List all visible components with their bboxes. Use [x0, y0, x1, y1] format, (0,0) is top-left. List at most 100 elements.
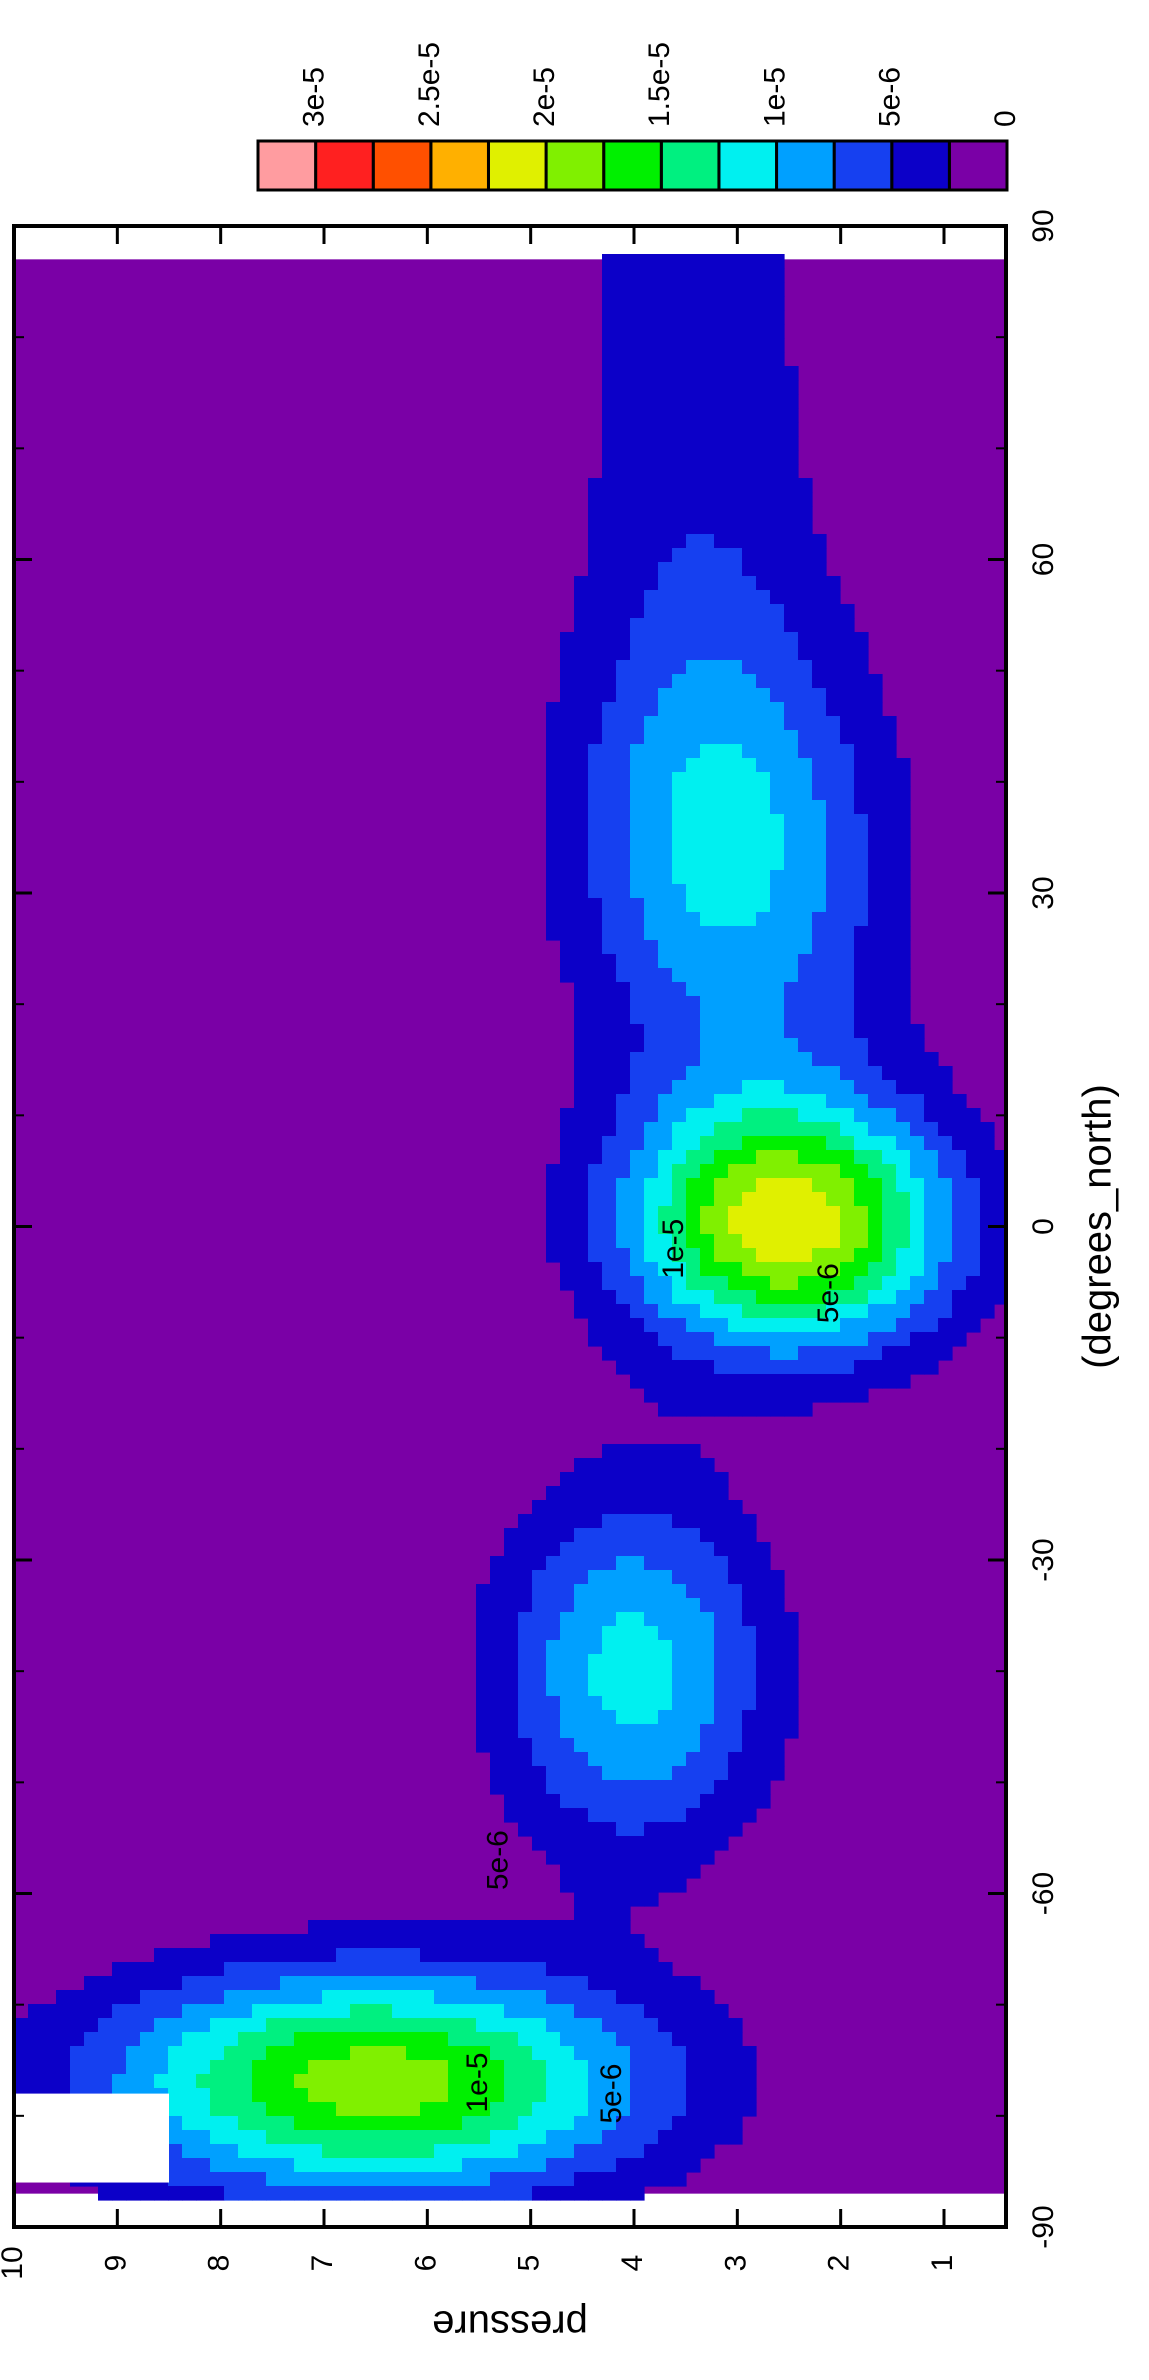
contour-cell — [644, 450, 659, 465]
contour-cell — [532, 1612, 547, 1627]
contour-cell — [602, 2074, 617, 2089]
contour-cell — [714, 282, 729, 297]
contour-cell — [770, 1150, 785, 1165]
contour-cell — [154, 2046, 169, 2061]
contour-cell — [168, 1976, 183, 1991]
contour-cell — [476, 2032, 491, 2047]
contour-cell — [308, 2060, 323, 2075]
contour-cell — [602, 730, 617, 745]
contour-cell — [602, 590, 617, 605]
contour-cell — [826, 590, 841, 605]
contour-cell — [378, 1934, 393, 1949]
contour-cell — [658, 1724, 673, 1739]
contour-cell — [938, 1080, 953, 1095]
contour-cell — [952, 1150, 967, 1165]
contour-cell — [700, 254, 715, 269]
contour-cell — [630, 1080, 645, 1095]
contour-cell — [672, 1472, 687, 1487]
contour-cell — [728, 534, 743, 549]
contour-cell — [602, 2088, 617, 2103]
contour-cell — [700, 898, 715, 913]
contour-cell — [560, 2186, 575, 2201]
contour-cell — [322, 2018, 337, 2033]
contour-cell — [924, 1136, 939, 1151]
contour-cell — [756, 1150, 771, 1165]
contour-cell — [700, 1472, 715, 1487]
contour-cell — [742, 1178, 757, 1193]
contour-cell — [658, 1192, 673, 1207]
contour-cell — [644, 1318, 659, 1333]
contour-cell — [644, 1766, 659, 1781]
contour-cell — [854, 814, 869, 829]
contour-cell — [714, 1514, 729, 1529]
contour-cell — [658, 898, 673, 913]
contour-cell — [756, 604, 771, 619]
contour-cell — [770, 1710, 785, 1725]
contour-cell — [266, 2018, 281, 2033]
contour-cell — [644, 1122, 659, 1137]
contour-cell — [658, 2102, 673, 2117]
contour-cell — [784, 758, 799, 773]
contour-cell — [658, 660, 673, 675]
contour-cell — [364, 2018, 379, 2033]
contour-cell — [728, 1556, 743, 1571]
contour-cell — [546, 1542, 561, 1557]
contour-cell — [532, 2032, 547, 2047]
contour-cell — [714, 380, 729, 395]
contour-cell — [798, 786, 813, 801]
contour-cell — [644, 968, 659, 983]
contour-cell — [462, 2186, 477, 2201]
contour-cell — [546, 1766, 561, 1781]
contour-cell — [868, 1080, 883, 1095]
contour-cell — [798, 898, 813, 913]
contour-cell — [770, 1570, 785, 1585]
contour-cell — [490, 2144, 505, 2159]
contour-cell — [742, 254, 757, 269]
pressure-tick-label: 8 — [203, 2255, 236, 2272]
contour-cell — [546, 856, 561, 871]
contour-cell — [672, 1710, 687, 1725]
contour-cell — [672, 2088, 687, 2103]
contour-cell — [364, 2060, 379, 2075]
contour-cell — [126, 2032, 141, 2047]
contour-cell — [602, 1458, 617, 1473]
contour-cell — [728, 380, 743, 395]
contour-cell — [882, 1248, 897, 1263]
contour-cell — [378, 2130, 393, 2145]
contour-cell — [686, 1388, 701, 1403]
contour-cell — [574, 702, 589, 717]
contour-cell — [868, 1374, 883, 1389]
contour-cell — [616, 716, 631, 731]
contour-cell — [756, 534, 771, 549]
contour-cell — [672, 1780, 687, 1795]
contour-cell — [812, 1192, 827, 1207]
contour-cell — [504, 2074, 519, 2089]
contour-cell — [224, 2102, 239, 2117]
contour-cell — [630, 1276, 645, 1291]
contour-cell — [364, 2074, 379, 2089]
contour-cell — [546, 2186, 561, 2201]
contour-cell — [812, 618, 827, 633]
contour-cell — [658, 1850, 673, 1865]
contour-cell — [462, 2060, 477, 2075]
contour-cell — [728, 632, 743, 647]
contour-cell — [714, 632, 729, 647]
contour-cell — [868, 870, 883, 885]
contour-cell — [84, 2060, 99, 2075]
contour-cell — [924, 1360, 939, 1375]
contour-cell — [756, 464, 771, 479]
contour-cell — [770, 996, 785, 1011]
contour-cell — [686, 2102, 701, 2117]
contour-cell — [630, 2032, 645, 2047]
contour-cell — [616, 254, 631, 269]
contour-cell — [686, 1402, 701, 1417]
contour-cell — [574, 2144, 589, 2159]
contour-cell — [644, 1514, 659, 1529]
contour-cell — [84, 2004, 99, 2019]
contour-cell — [868, 982, 883, 997]
contour-cell — [994, 1234, 1006, 1249]
contour-cell — [126, 2060, 141, 2075]
contour-cell — [672, 982, 687, 997]
contour-cell — [602, 1584, 617, 1599]
